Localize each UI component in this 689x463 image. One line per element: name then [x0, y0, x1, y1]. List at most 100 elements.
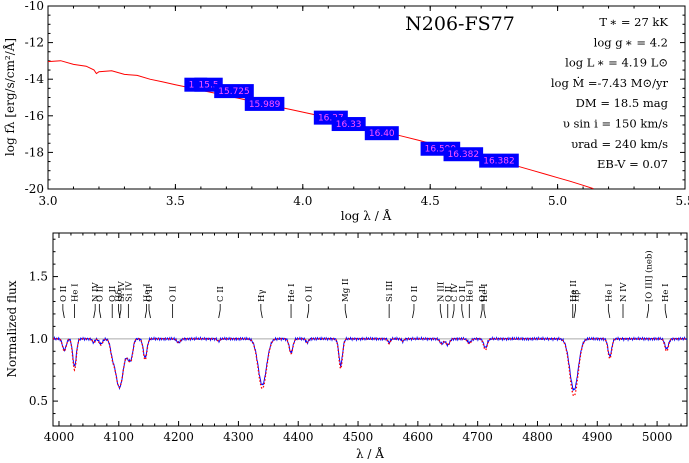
- line-id-label: He I: [480, 283, 490, 302]
- line-id-label: [O III] (neb): [643, 250, 654, 302]
- observed-spectrum-line: [52, 335, 687, 392]
- line-id-label: N IV: [619, 282, 629, 302]
- photometry-box: [244, 96, 285, 111]
- line-id-label: He I: [287, 283, 297, 302]
- sed-xtick-label: 5.5: [675, 194, 689, 208]
- line-id-label: Si IV: [117, 280, 127, 302]
- line-id-label: N III: [436, 282, 446, 302]
- sed-ytick-label: -16: [25, 109, 44, 123]
- spectrum-xtick-label: 4700: [462, 430, 493, 444]
- parameter-line: T ∗ = 27 kK: [599, 15, 668, 29]
- line-id-label: Si III: [385, 281, 395, 302]
- spectrum-xtick-label: 4600: [403, 430, 434, 444]
- sed-xtick-label: 4.5: [421, 194, 440, 208]
- line-id-tick: [118, 309, 121, 319]
- line-id-label: O II: [145, 286, 155, 302]
- parameter-line: EB-V = 0.07: [597, 157, 668, 171]
- line-id-tick: [144, 309, 148, 319]
- line-id-label: He I: [604, 283, 614, 302]
- line-id-tick: [573, 309, 576, 319]
- sed-data: 14.15.515.72515.98916.2716.3316.4016.590…: [47, 60, 594, 190]
- parameter-line: log g ∗ = 4.2: [594, 35, 668, 49]
- photometry-box: [214, 84, 254, 99]
- photometry-box: [364, 126, 399, 141]
- line-id-label: O II: [169, 286, 179, 302]
- spectrum-ytick-label: 1.0: [29, 332, 48, 346]
- parameter-line: DM = 18.5 mag: [576, 96, 669, 110]
- model-spectrum-line: [53, 338, 687, 397]
- spectrum-ytick-label: 0.5: [29, 394, 48, 408]
- line-id-label: O II: [444, 286, 454, 302]
- line-id-tick: [344, 309, 348, 319]
- line-id-label: O II: [305, 286, 315, 302]
- line-id-tick: [483, 309, 486, 319]
- parameter-line: υ sin i = 150 km/s: [563, 117, 668, 131]
- line-id-tick: [93, 309, 96, 319]
- line-id-label: Hβ: [571, 290, 581, 302]
- line-id-label: He I: [71, 283, 81, 302]
- line-id-label: He I: [661, 283, 671, 302]
- spectrum-xtick-label: 4500: [343, 430, 374, 444]
- spectrum-ytick-label: 1.5: [29, 270, 48, 284]
- spectrum-xtick-label: 4800: [522, 430, 553, 444]
- line-id-tick: [260, 309, 263, 319]
- sed-xtick-label: 3.5: [166, 194, 185, 208]
- line-id-label: Mg II: [341, 278, 351, 302]
- spectrum-xtick-label: 4900: [582, 430, 613, 444]
- line-id-tick: [412, 309, 415, 319]
- spectrum-xtick-label: 4300: [223, 430, 254, 444]
- parameter-line: υrad = 240 km/s: [571, 137, 668, 151]
- sed-ylabel: log fλ [erg/s/cm²/Å]: [2, 38, 17, 156]
- line-id-label: Si IV: [124, 280, 134, 302]
- photometry-label: 16.27: [318, 114, 344, 124]
- line-id-label: O II: [108, 286, 118, 302]
- photometry-label: 16.382: [448, 150, 480, 160]
- spectrum-xtick-label: 5000: [642, 430, 673, 444]
- line-id-label: O II: [59, 286, 69, 302]
- spectrum-xtick-label: 4200: [163, 430, 194, 444]
- parameter-line: log Ṁ =-7.43 M⊙/yr: [551, 76, 669, 90]
- line-id-tick: [480, 309, 483, 319]
- photometry-box: [443, 147, 484, 162]
- photometry-label: 16.590: [425, 145, 457, 155]
- spectrum-frame: [52, 232, 688, 427]
- line-id-label: O II: [458, 286, 468, 302]
- parameter-list: T ∗ = 27 kK log g ∗ = 4.2 log L ∗ = 4.19 L…: [551, 15, 669, 171]
- line-id-label: C II: [216, 286, 226, 302]
- line-id-tick: [461, 309, 464, 319]
- line-id-label: N IV: [91, 282, 101, 302]
- line-id-tick: [664, 309, 668, 319]
- line-id-label: Hγ: [257, 290, 267, 303]
- sed-panel: 3.03.54.04.55.05.5-10-12-14-16-18-20 14.…: [2, 0, 689, 223]
- sed-axis-ticks: 3.0 3.5 4.0 4.5 5.0 5.5 -10 -12 -14 -16 -18 -20: [25, 0, 689, 208]
- photometry-label: 16.40: [369, 129, 395, 139]
- photometry-label: 15.725: [218, 87, 250, 97]
- spectrum-panel: 4000 4100 4200 4300 4400 4500 4600 4700 4800 4900…: [5, 232, 688, 461]
- line-id-label: O II: [410, 286, 420, 302]
- chart-title: N206-FS77: [405, 13, 515, 35]
- photometry-label: 16.33: [336, 120, 362, 130]
- sed-ytick-label: -18: [25, 145, 44, 159]
- sed-ytick-label: -12: [25, 36, 44, 50]
- line-id-tick: [148, 309, 151, 319]
- line-id-label: Hδ: [114, 289, 124, 302]
- spectrum-xlabel: λ / Å: [356, 446, 384, 461]
- line-id-label: He II: [569, 280, 579, 302]
- line-id-tick: [306, 309, 310, 319]
- sed-ytick-label: -10: [25, 0, 44, 13]
- line-id-label: C IV: [450, 282, 460, 302]
- sed-xlabel: log λ / Å: [341, 208, 392, 223]
- spectrum-data: [52, 335, 687, 397]
- spectrum-xtick-label: 4100: [104, 430, 135, 444]
- photometry-box: [331, 117, 366, 132]
- parameter-line: log L ∗ = 4.19 L⊙: [565, 56, 668, 70]
- sed-ytick-label: -14: [25, 72, 45, 86]
- spectrum-ylabel: Normalized flux: [5, 280, 19, 377]
- photometry-label: 15.989: [249, 100, 281, 110]
- sed-xtick-label: 4.0: [293, 194, 312, 208]
- line-id-tick: [607, 309, 611, 319]
- sed-xtick-label: 3.0: [38, 194, 57, 208]
- sed-model-line: [47, 60, 594, 190]
